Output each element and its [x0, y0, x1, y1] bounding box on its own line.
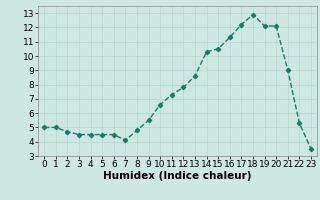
X-axis label: Humidex (Indice chaleur): Humidex (Indice chaleur) [103, 171, 252, 181]
